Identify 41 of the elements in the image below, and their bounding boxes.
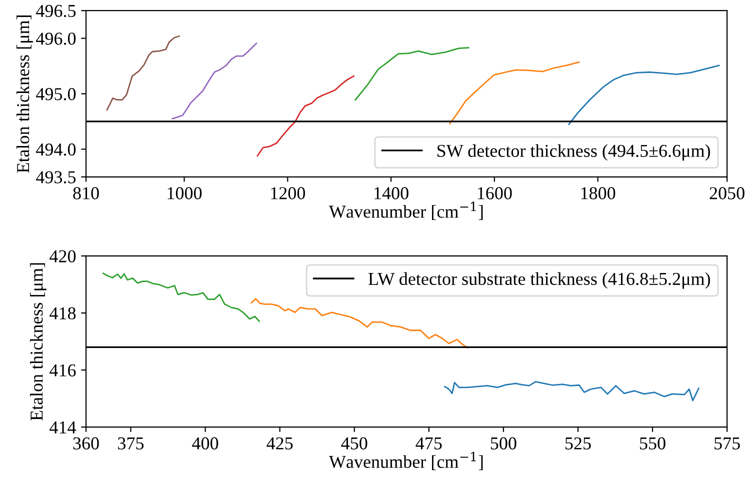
legend-label: LW detector substrate thickness (416.8±5.2μm)	[368, 272, 710, 289]
y-tick-label: 494.0	[36, 143, 76, 156]
x-tick-label: 550	[640, 437, 666, 450]
line-series	[106, 35, 180, 111]
y-tick-label: 418	[50, 307, 76, 320]
x-tick-label: 1000	[168, 187, 202, 200]
y-tick-label: 416	[50, 364, 76, 376]
line-series	[256, 75, 354, 157]
line-series	[354, 47, 470, 101]
x-tick-label: 1600	[478, 187, 512, 200]
x-tick-label: 475	[416, 437, 442, 450]
y-tick-label: 414	[50, 421, 76, 434]
y-axis-title: Etalon thickness [μm]	[16, 16, 33, 173]
x-tick-label: 400	[192, 437, 218, 450]
x-tick-label: 1800	[581, 187, 616, 200]
legend-label: SW detector thickness (494.5±6.6μm)	[438, 144, 710, 161]
x-tick-label: 575	[714, 437, 740, 450]
x-tick-label: 450	[341, 437, 368, 450]
x-axis-title: Wavenumber [cm$^{−1}$]	[328, 452, 483, 470]
line-series	[444, 381, 700, 402]
x-tick-label: 425	[266, 437, 293, 450]
line-series	[250, 298, 468, 348]
y-axis-title: Etalon thickness [μm]	[30, 263, 46, 421]
x-tick-label: 525	[565, 437, 591, 450]
line-series	[172, 42, 258, 120]
x-tick-label: 810	[73, 187, 99, 200]
line-series	[568, 64, 720, 125]
y-tick-label: 495.0	[36, 88, 76, 100]
line-series	[102, 272, 260, 322]
y-tick-label: 496.5	[36, 4, 76, 18]
x-tick-label: 1400	[374, 187, 408, 200]
y-tick-label: 496.0	[36, 32, 76, 45]
line-series	[449, 61, 580, 124]
y-tick-label: 493.5	[36, 171, 76, 184]
x-tick-label: 375	[118, 437, 144, 450]
x-tick-label: 500	[490, 437, 516, 450]
y-tick-label: 420	[50, 250, 76, 262]
x-axis-title: Wavenumber [cm$^{−1}$]	[328, 202, 483, 220]
x-tick-label: 2050	[710, 187, 744, 200]
x-tick-label: 360	[73, 437, 99, 450]
x-tick-label: 1200	[271, 187, 306, 200]
